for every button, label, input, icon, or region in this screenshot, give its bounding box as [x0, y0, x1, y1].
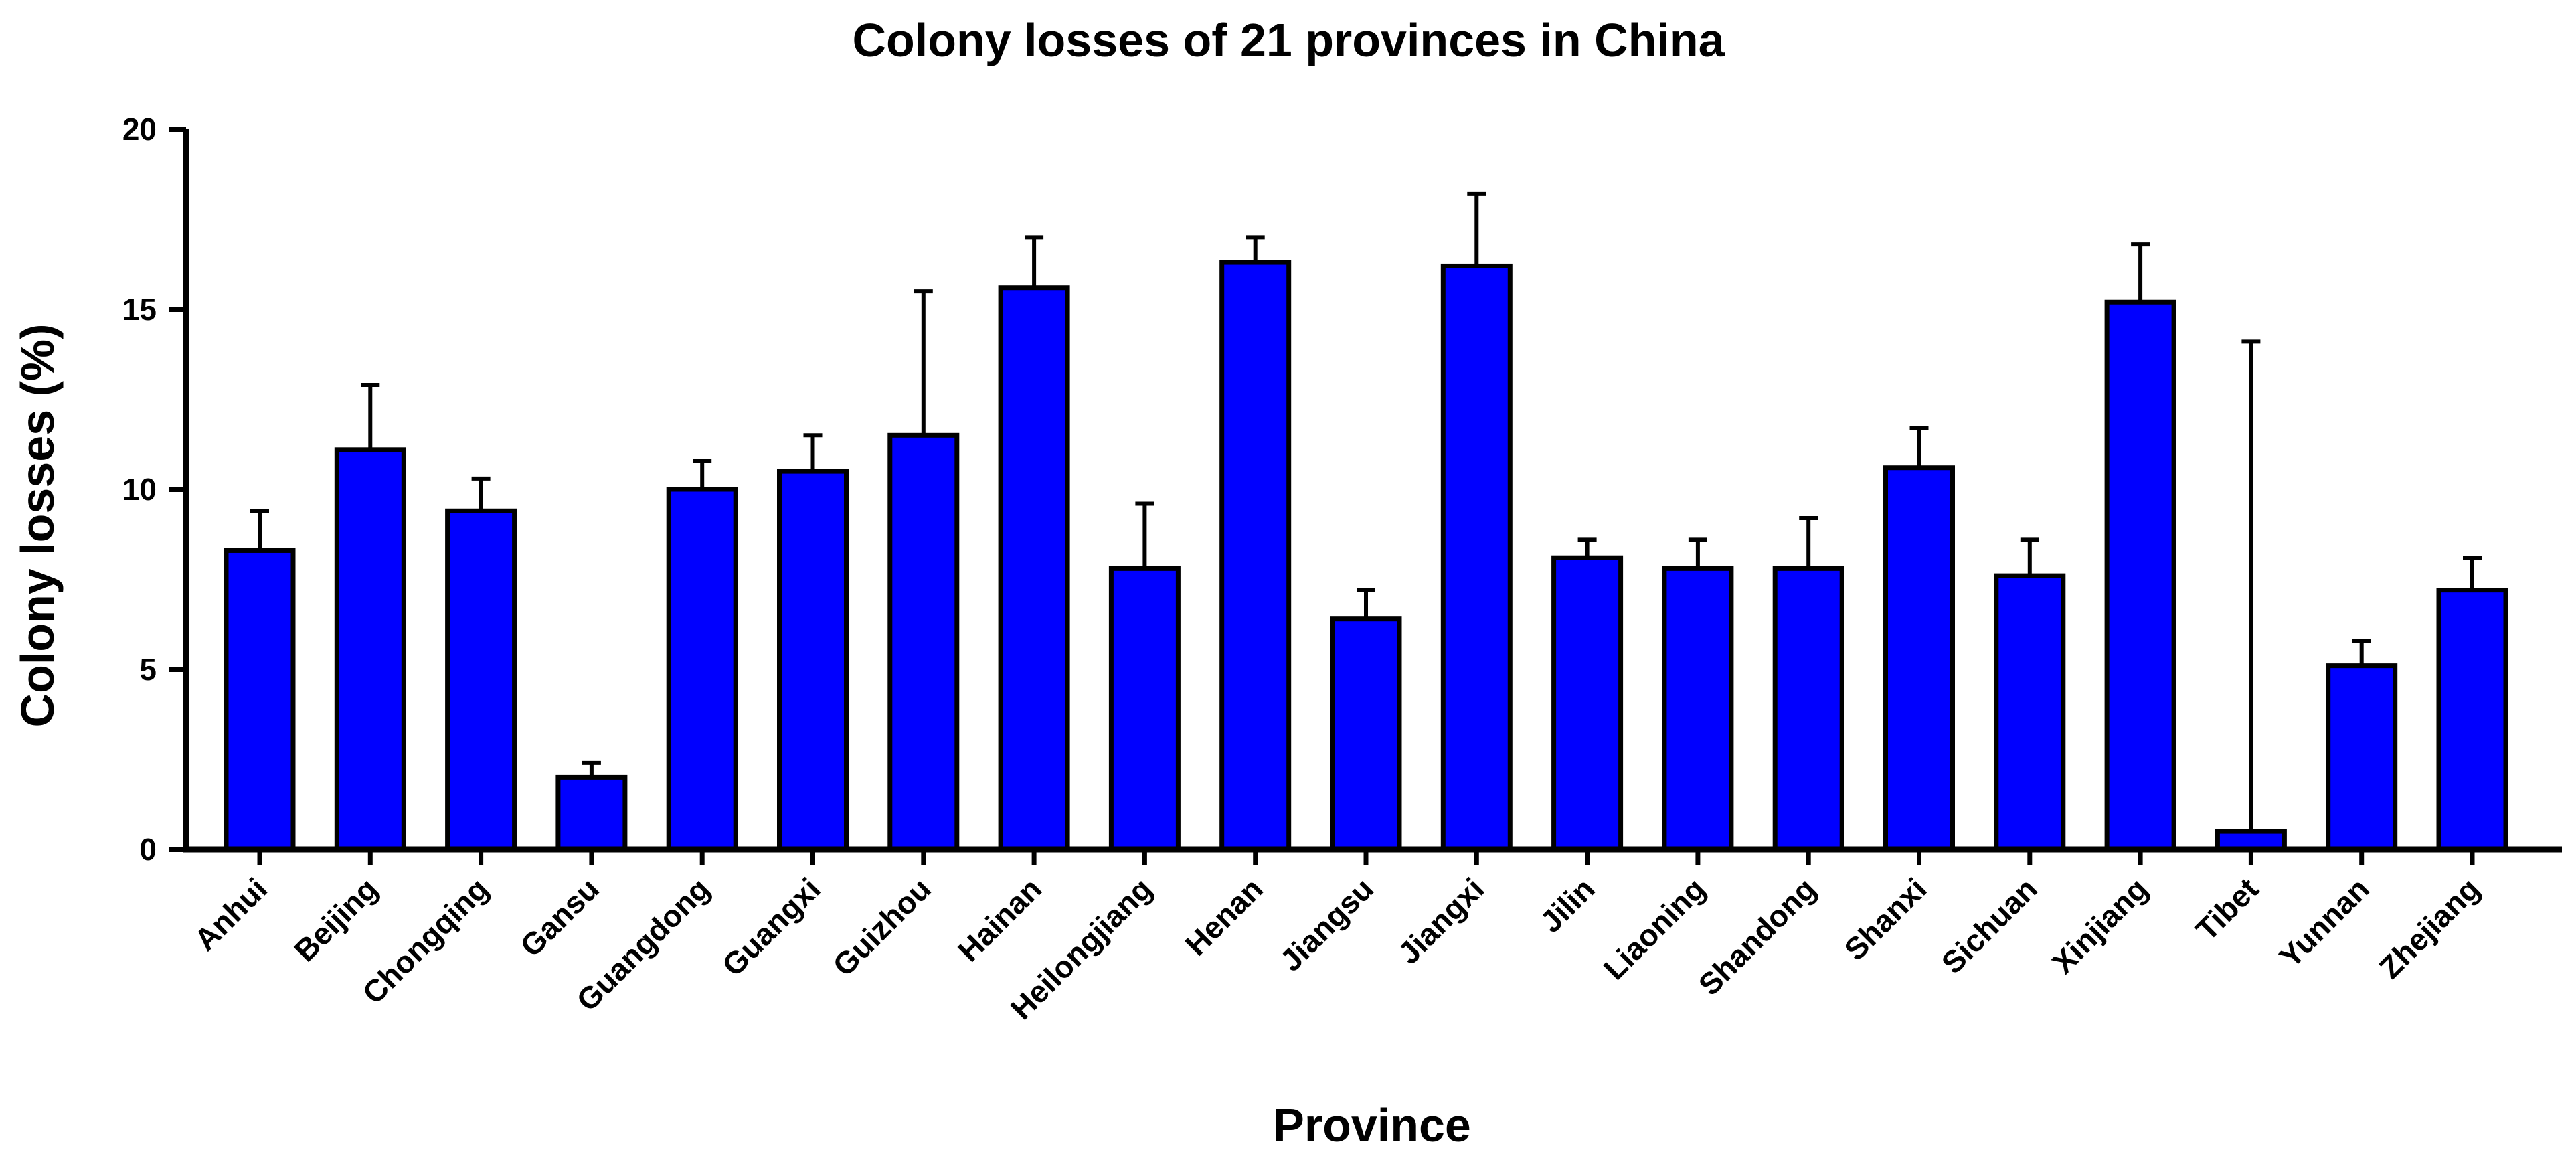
x-category-label: Jilin — [1533, 871, 1602, 939]
bar — [998, 285, 1070, 852]
y-tick-label: 0 — [139, 832, 157, 867]
bar — [1772, 566, 1844, 852]
bar — [2104, 299, 2176, 852]
x-category-label: Sichuan — [1935, 871, 2044, 980]
x-category-label: Guangxi — [715, 871, 827, 983]
x-category-label: Jiangsu — [1273, 871, 1380, 978]
x-category-label: Anhui — [187, 871, 274, 957]
x-category-label: Jiangxi — [1391, 871, 1491, 971]
bar — [1219, 260, 1292, 852]
bar — [2326, 663, 2398, 852]
bar — [777, 469, 849, 852]
x-category-label: Guizhou — [826, 871, 938, 983]
x-category-label: Zhejiang — [2373, 871, 2487, 985]
bar — [2436, 588, 2508, 852]
bar — [334, 447, 406, 852]
x-category-label: Yunnan — [2273, 871, 2376, 974]
x-category-label: Xinjiang — [2045, 871, 2154, 980]
x-axis-title: Province — [1273, 1099, 1471, 1151]
bar — [555, 774, 628, 852]
chart-title: Colony losses of 21 provinces in China — [852, 14, 1725, 66]
bar — [666, 487, 738, 852]
y-tick-label: 10 — [122, 472, 157, 507]
x-category-label: Gansu — [513, 871, 606, 963]
x-category-label: Henan — [1179, 871, 1270, 962]
x-category-label: Shandong — [1692, 871, 1823, 1002]
bar — [1440, 263, 1513, 852]
bar — [1662, 566, 1734, 852]
bar — [1883, 465, 1955, 852]
x-category-label: Shanxi — [1837, 871, 1933, 967]
y-axis-title: Colony losses (%) — [11, 324, 64, 728]
y-tick-label: 5 — [139, 652, 157, 687]
bar — [1994, 573, 2066, 852]
bar — [1551, 555, 1624, 852]
bar — [1330, 616, 1402, 852]
bar — [887, 432, 960, 852]
x-category-label: Hainan — [951, 871, 1048, 968]
x-category-label: Liaoning — [1597, 871, 1712, 986]
bar — [1108, 566, 1181, 852]
y-tick-label: 15 — [122, 292, 157, 327]
bar — [445, 508, 517, 852]
x-category-label: Beijing — [287, 871, 384, 968]
y-tick-label: 20 — [122, 112, 157, 147]
x-category-label: Tibet — [2189, 871, 2265, 947]
bar — [224, 548, 296, 852]
